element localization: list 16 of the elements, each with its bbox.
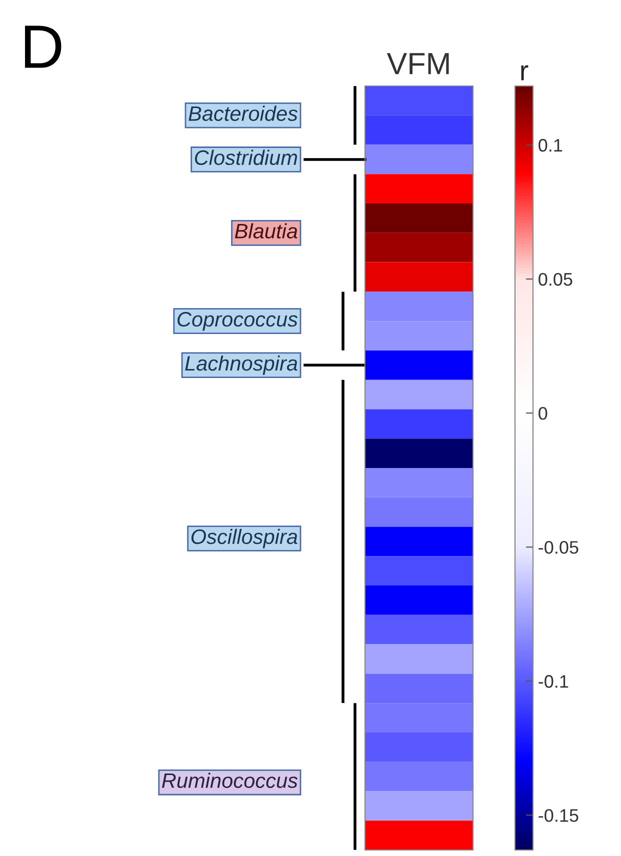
- x-tick-label: VFM: [386, 53, 449, 74]
- color-bar-label: -0.1: [538, 675, 568, 688]
- text: D: [25, 26, 62, 68]
- color-bar-label: -0.15: [538, 809, 578, 822]
- text: Ruminococcus: [162, 772, 298, 788]
- text: Coprococcus: [178, 312, 298, 331]
- color-bar-label: 0.1: [538, 138, 562, 152]
- color-bar-label: -0.05: [538, 541, 578, 554]
- color-bar-label: 0.05: [538, 272, 572, 286]
- text: Clostridium: [194, 150, 298, 166]
- text: Oscillospira: [191, 528, 298, 548]
- text: Lachnospira: [185, 355, 298, 375]
- color-bar-label: 0: [538, 406, 548, 420]
- text: Blautia: [234, 223, 298, 239]
- text: Bacteroides: [188, 106, 298, 121]
- color-bar-title: r: [521, 65, 528, 80]
